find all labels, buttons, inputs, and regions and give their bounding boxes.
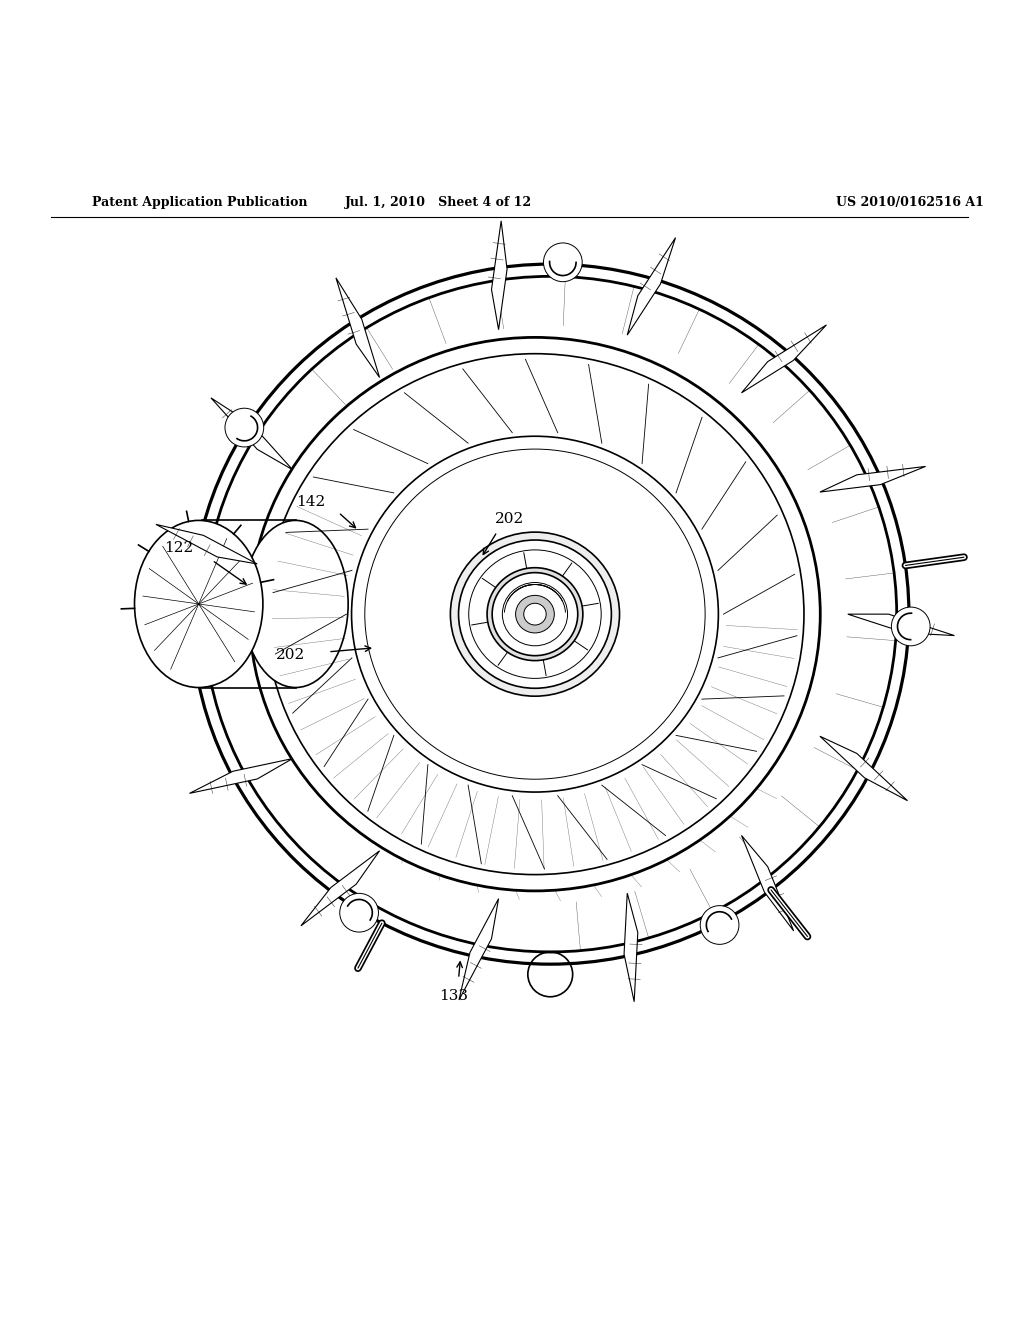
Polygon shape [820, 466, 926, 492]
Ellipse shape [516, 595, 554, 632]
Polygon shape [741, 836, 794, 931]
Ellipse shape [250, 338, 820, 891]
Circle shape [891, 607, 930, 645]
Polygon shape [211, 397, 293, 470]
Ellipse shape [487, 568, 583, 660]
Text: Patent Application Publication: Patent Application Publication [92, 197, 307, 210]
Ellipse shape [523, 603, 546, 624]
Circle shape [700, 906, 739, 944]
Ellipse shape [351, 436, 719, 792]
Ellipse shape [204, 276, 897, 952]
Polygon shape [628, 238, 676, 335]
Ellipse shape [134, 520, 263, 688]
Text: 142: 142 [296, 495, 326, 510]
Text: Jul. 1, 2010   Sheet 4 of 12: Jul. 1, 2010 Sheet 4 of 12 [345, 197, 531, 210]
Text: FIG. 4: FIG. 4 [738, 615, 800, 634]
Circle shape [544, 243, 583, 281]
Ellipse shape [243, 520, 348, 688]
Polygon shape [624, 894, 638, 1002]
Polygon shape [301, 851, 380, 925]
Polygon shape [336, 279, 380, 378]
Ellipse shape [493, 573, 578, 656]
Polygon shape [459, 899, 499, 1001]
Ellipse shape [191, 264, 909, 964]
Text: 133: 133 [439, 989, 468, 1003]
Text: 202: 202 [275, 648, 305, 661]
Text: 122: 122 [164, 541, 193, 554]
Polygon shape [741, 325, 826, 393]
Polygon shape [189, 759, 293, 793]
Ellipse shape [451, 532, 620, 696]
Polygon shape [820, 737, 907, 801]
Ellipse shape [459, 540, 611, 688]
Text: US 2010/0162516 A1: US 2010/0162516 A1 [836, 197, 983, 210]
Polygon shape [848, 614, 954, 635]
Circle shape [340, 894, 379, 932]
Circle shape [225, 408, 264, 447]
Text: 202: 202 [495, 512, 524, 527]
Polygon shape [492, 220, 507, 330]
Polygon shape [156, 524, 257, 564]
